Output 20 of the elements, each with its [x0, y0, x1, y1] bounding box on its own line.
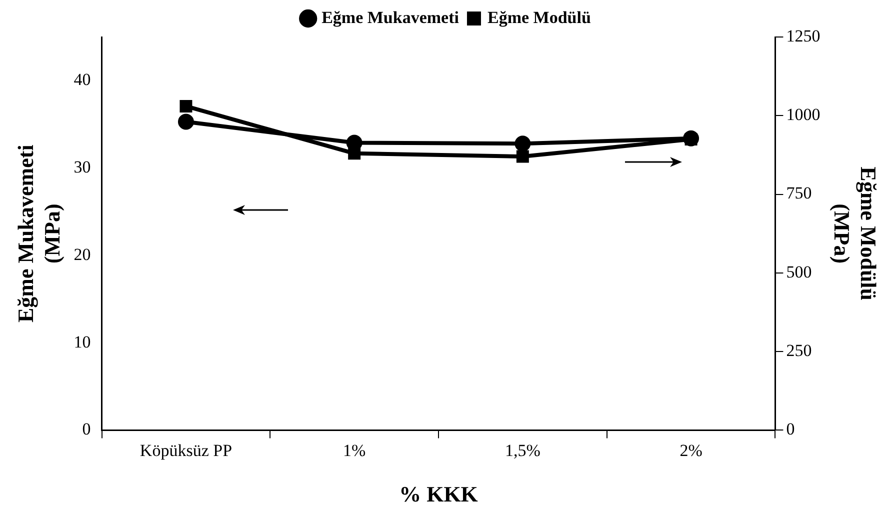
y2-tick-label: 250 — [786, 341, 812, 360]
y2-tick-label: 750 — [786, 184, 812, 203]
y-tick-label: 20 — [74, 244, 91, 264]
y-tick-label: 0 — [82, 420, 91, 439]
y2-axis-title: Eğme Modülü (MPa) — [830, 166, 882, 301]
legend-label: Eğme Mukavemeti — [322, 8, 460, 27]
x-tick-label: 1% — [342, 440, 366, 460]
y2-tick-label: 0 — [786, 420, 795, 439]
x-tick-label: Köpüksüz PP — [140, 440, 232, 460]
legend-label: Eğme Modülü — [487, 8, 591, 27]
y2-tick-label: 500 — [786, 262, 812, 282]
x-axis-title: % KKK — [399, 481, 478, 506]
y-axis-title: Eğme Mukavemeti (MPa) — [12, 144, 64, 322]
y2-tick-label: 1000 — [786, 105, 820, 124]
y-tick-label: 10 — [74, 332, 91, 352]
x-tick-label: 2% — [680, 440, 702, 460]
x-tick-label: 1,5% — [504, 440, 540, 460]
y2-tick-label: 1250 — [786, 26, 820, 46]
y-tick-label: 30 — [74, 158, 91, 177]
y-tick-label: 40 — [74, 70, 91, 90]
